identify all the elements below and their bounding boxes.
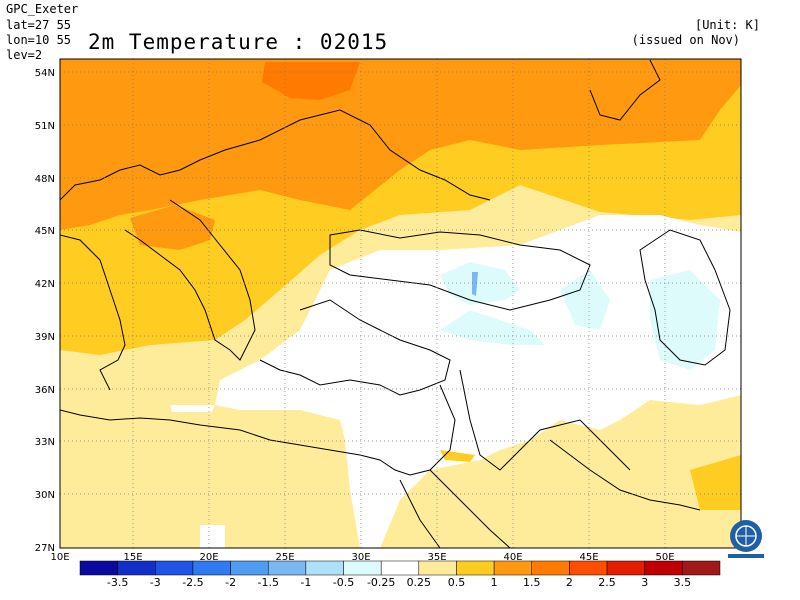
lat-label: 33N xyxy=(35,437,55,448)
lon-labels: 10E 15E 20E 25E 30E 35E 40E 45E 50E xyxy=(50,552,674,563)
lon-label: 45E xyxy=(579,552,598,563)
coastline-italy xyxy=(60,234,126,391)
colorbar-label: 0.25 xyxy=(407,576,432,589)
colorbar-label: 3 xyxy=(641,576,648,589)
border-levant xyxy=(459,369,631,471)
map-title: 2m Temperature : 02015 xyxy=(88,30,389,54)
lat-label: 48N xyxy=(35,174,55,185)
colorbar-label: 0.5 xyxy=(448,576,466,589)
gridlines xyxy=(60,59,741,548)
coastline-gulf xyxy=(549,439,701,511)
colorbar-swatch xyxy=(79,560,118,576)
anomaly-fill-1.5 xyxy=(60,59,741,230)
model-label: GPC_Exeter xyxy=(6,2,79,16)
coastline-red-sea-west xyxy=(399,479,441,548)
colorbar-label: 1.5 xyxy=(523,576,541,589)
colorbar-swatch xyxy=(343,560,382,576)
lon-label: 50E xyxy=(655,552,674,563)
border-east-europe xyxy=(589,59,661,121)
colorbar: -3.5 -3 -2.5 -2 -1.5 -1 -0.5 -0.25 0.25 0.5 1 1.5 2 2… xyxy=(79,560,721,589)
coastline-caspian xyxy=(639,229,731,366)
colorbar-label: 3.5 xyxy=(674,576,692,589)
anomaly-fill-neutral xyxy=(215,215,741,548)
colorbar-label: 2 xyxy=(566,576,573,589)
wmo-logo-caption xyxy=(728,554,764,558)
temperature-anomaly-field xyxy=(60,59,741,548)
lon-label: 25E xyxy=(275,552,294,563)
colorbar-swatch xyxy=(644,560,683,576)
coastline-anatolia-south xyxy=(259,299,451,396)
lon-label: 35E xyxy=(427,552,446,563)
colorbar-swatch xyxy=(267,560,307,576)
level-label: lev=2 xyxy=(6,48,43,62)
map-frame xyxy=(59,58,742,549)
anomaly-fill-neutral-strip xyxy=(170,405,215,412)
colorbar-swatch xyxy=(493,560,533,576)
colorbar-label: -1.5 xyxy=(258,576,279,589)
anomaly-fill-2.0 xyxy=(262,62,360,100)
colorbar-swatch xyxy=(682,560,721,576)
coastlines xyxy=(60,59,731,548)
lon-label: 10E xyxy=(50,552,69,563)
coastline-red-sea-east xyxy=(429,469,511,548)
lon-label: 40E xyxy=(503,552,522,563)
colorbar-swatch xyxy=(606,560,645,576)
anomaly-fill-neg-0.5 xyxy=(472,272,478,296)
coastline-africa-north xyxy=(60,384,456,476)
wmo-logo xyxy=(728,520,764,558)
anomaly-fill-neutral-libya xyxy=(200,525,225,548)
unit-label: [Unit: K] xyxy=(694,18,760,32)
lat-label: 54N xyxy=(35,68,55,79)
colorbar-label: 2.5 xyxy=(598,576,616,589)
colorbar-label: -3 xyxy=(150,576,161,589)
anomaly-fill-1.0-levant xyxy=(440,450,475,462)
coastline-north xyxy=(60,109,491,201)
anomaly-fill-1.0-east xyxy=(690,455,741,510)
colorbar-swatch xyxy=(230,560,269,576)
lat-labels: 54N 51N 48N 45N 42N 39N 36N 33N 30N 27N xyxy=(35,68,55,554)
anomaly-fill-neg-0.25-caucasus xyxy=(560,270,610,330)
colorbar-swatch xyxy=(380,560,420,576)
colorbar-label: 1 xyxy=(491,576,498,589)
coastline-black-sea xyxy=(329,229,591,311)
colorbar-label: -2.5 xyxy=(182,576,203,589)
colorbar-swatch xyxy=(569,560,608,576)
anomaly-fill-neg-0.25-caspian xyxy=(650,270,720,370)
colorbar-label: -1 xyxy=(300,576,311,589)
colorbar-swatch xyxy=(192,560,231,576)
colorbar-label: -2 xyxy=(225,576,236,589)
lon-label: 20E xyxy=(199,552,218,563)
lon-range-label: lon=10 55 xyxy=(6,33,72,47)
anomaly-fill-neg-0.25-anatolia xyxy=(440,310,545,345)
colorbar-label: -3.5 xyxy=(107,576,128,589)
lat-label: 27N xyxy=(35,543,55,554)
colorbar-swatch xyxy=(117,560,156,576)
colorbar-swatch xyxy=(531,560,570,576)
lat-label: 39N xyxy=(35,332,55,343)
lat-label: 30N xyxy=(35,490,55,501)
lat-label: 51N xyxy=(35,121,55,132)
colorbar-label: -0.5 xyxy=(333,576,354,589)
colorbar-swatch xyxy=(456,560,495,576)
coastline-adriatic xyxy=(124,199,256,361)
lat-label: 42N xyxy=(35,279,55,290)
lat-range-label: lat=27 55 xyxy=(6,18,72,32)
issued-label: (issued on Nov) xyxy=(631,33,740,47)
colorbar-label: -0.25 xyxy=(367,576,395,589)
colorbar-swatch xyxy=(418,560,457,576)
anomaly-fill-neg-0.25-pontic xyxy=(440,262,520,305)
lat-label: 36N xyxy=(35,385,55,396)
lat-label: 45N xyxy=(35,226,55,237)
lon-label: 15E xyxy=(123,552,142,563)
colorbar-swatch xyxy=(155,560,194,576)
lon-label: 30E xyxy=(351,552,370,563)
colorbar-swatch xyxy=(305,560,344,576)
